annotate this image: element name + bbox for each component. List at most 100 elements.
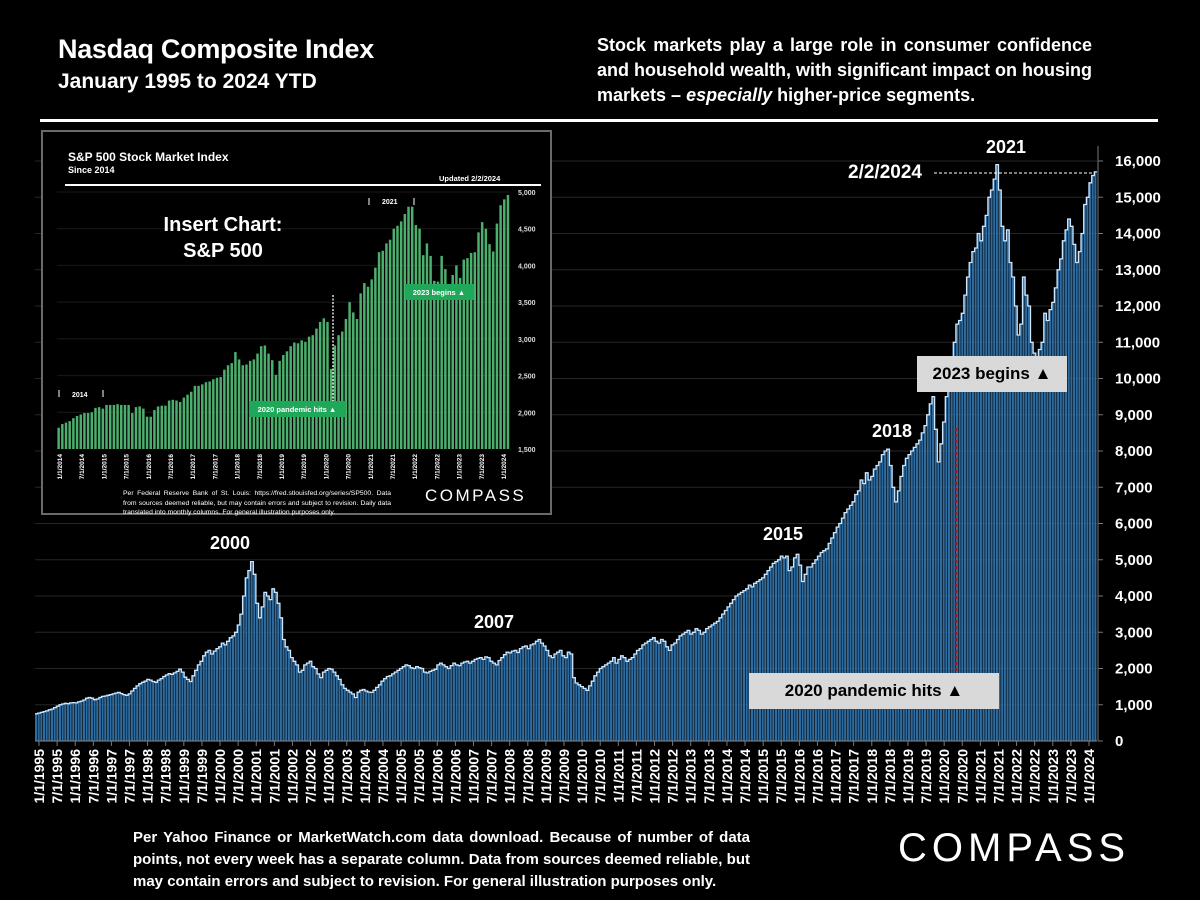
- bar: [703, 632, 706, 741]
- inset-bar: [462, 259, 466, 449]
- inset-bar: [219, 377, 222, 449]
- bar: [1033, 353, 1036, 741]
- bar: [647, 641, 650, 741]
- x-tick-label: 7/1/2011: [628, 749, 644, 803]
- bar: [689, 634, 692, 741]
- bar: [263, 592, 266, 741]
- bar: [178, 669, 181, 741]
- bar: [215, 648, 219, 741]
- bar: [910, 451, 913, 741]
- inset-bar: [359, 293, 362, 449]
- bar: [96, 698, 99, 741]
- bar: [351, 693, 354, 741]
- bar: [194, 670, 197, 741]
- insert-chart-label: Insert Chart: S&P 500: [123, 212, 323, 264]
- bar: [319, 677, 322, 741]
- bar: [359, 690, 362, 741]
- inset-x-tick-label: 1/1/2016: [146, 454, 153, 480]
- bar: [293, 661, 296, 741]
- bar: [514, 650, 517, 741]
- bar: [162, 676, 165, 741]
- bar: [1025, 295, 1028, 741]
- bar: [676, 639, 679, 741]
- bar: [617, 659, 620, 741]
- x-tick-label: 1/1/1998: [140, 749, 156, 804]
- bar: [926, 414, 929, 741]
- bar: [189, 681, 192, 741]
- bar: [612, 657, 615, 741]
- bar: [527, 648, 530, 741]
- bar: [226, 641, 229, 741]
- bar: [128, 693, 131, 741]
- bar: [740, 592, 743, 741]
- bar: [247, 570, 250, 741]
- inset-bar: [245, 364, 248, 449]
- inset-x-tick-label: 7/1/2022: [434, 454, 441, 480]
- inset-bar: [473, 252, 477, 449]
- inset-bar: [451, 274, 454, 449]
- bar: [812, 563, 815, 741]
- bar: [681, 634, 684, 741]
- bar: [793, 557, 796, 741]
- bar: [420, 668, 424, 741]
- bar: [399, 668, 402, 741]
- x-tick-label: 7/1/2017: [846, 749, 862, 804]
- bar: [596, 672, 599, 741]
- inset-bar: [304, 341, 307, 449]
- x-tick-label: 1/1/2016: [791, 749, 807, 804]
- header-divider: [40, 119, 1158, 122]
- bar: [112, 693, 115, 741]
- bar: [860, 480, 863, 741]
- bar: [900, 476, 903, 741]
- inset-bar: [484, 228, 488, 449]
- x-tick-label: 1/1/2018: [864, 749, 880, 804]
- callout-pandemic: 2020 pandemic hits ▲: [749, 673, 999, 709]
- inset-x-tick-label: 1/1/2021: [368, 454, 375, 480]
- y-tick-label: 0: [1115, 733, 1123, 750]
- bar: [37, 713, 40, 741]
- inset-bar: [396, 225, 399, 449]
- x-tick-label: 1/1/2007: [465, 749, 481, 804]
- bar: [1009, 262, 1012, 741]
- bar: [825, 548, 828, 741]
- bar: [623, 657, 626, 741]
- inset-bar: [410, 206, 414, 449]
- bar: [636, 650, 639, 741]
- inset-bar: [503, 199, 506, 449]
- bar: [846, 509, 849, 741]
- inset-bar: [127, 404, 130, 449]
- x-tick-label: 1/1/2008: [502, 749, 518, 804]
- inset-bar: [506, 194, 510, 449]
- inset-bar: [447, 296, 451, 449]
- inset-bar: [315, 328, 318, 449]
- bar: [266, 596, 269, 741]
- y-tick-label: 6,000: [1115, 516, 1153, 533]
- x-tick-label: 1/1/2019: [900, 749, 916, 804]
- bar: [601, 666, 604, 741]
- bar: [452, 663, 455, 741]
- bar: [774, 561, 778, 741]
- x-tick-label: 7/1/2020: [954, 749, 970, 804]
- x-tick-label: 1/1/2023: [1045, 749, 1061, 804]
- inset-bar: [344, 319, 348, 449]
- bar: [354, 697, 357, 741]
- inset-bar: [116, 404, 119, 449]
- bar: [434, 669, 437, 741]
- bar: [945, 396, 948, 741]
- x-tick-label: 1/1/2017: [828, 749, 844, 804]
- y-tick-label: 1,000: [1115, 697, 1153, 714]
- x-tick-label: 1/1/2021: [972, 749, 988, 804]
- bar: [277, 603, 280, 741]
- bar: [580, 686, 583, 741]
- bar: [673, 643, 676, 741]
- bar: [56, 706, 59, 741]
- bar: [625, 661, 628, 741]
- bar: [878, 461, 881, 741]
- bar: [122, 694, 125, 741]
- bar: [1043, 313, 1046, 741]
- bar: [806, 567, 809, 741]
- bar: [737, 594, 740, 741]
- bar: [1062, 240, 1065, 741]
- bar: [732, 599, 735, 741]
- inset-x-tick-label: 1/1/2014: [57, 454, 64, 480]
